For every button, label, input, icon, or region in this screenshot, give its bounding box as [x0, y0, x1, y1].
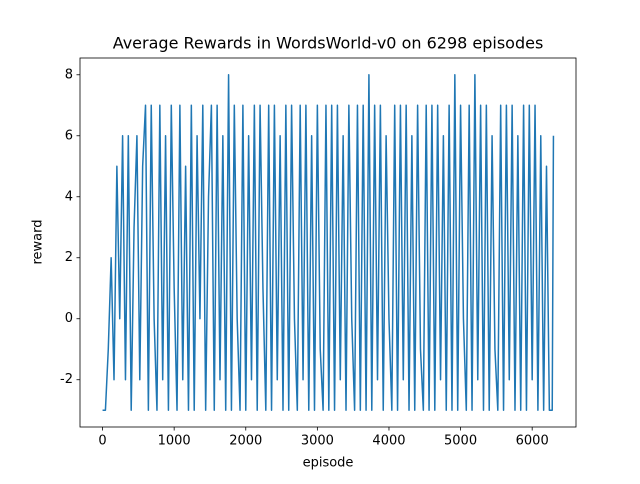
y-tick-label: 8: [65, 67, 73, 82]
y-tick-label: -2: [60, 372, 73, 387]
x-tick-label: 4000: [372, 434, 405, 449]
x-axis-label: episode: [303, 456, 354, 471]
x-tick-label: 2000: [229, 434, 262, 449]
x-tick-label: 0: [98, 434, 106, 449]
x-tick-label: 1000: [158, 434, 191, 449]
plot-frame: [79, 57, 577, 428]
chart-title: Average Rewards in WordsWorld-v0 on 6298…: [113, 34, 544, 53]
y-axis-label: reward: [31, 219, 46, 264]
data-line: [102, 74, 555, 411]
y-tick-label: 2: [65, 250, 73, 265]
y-tick-label: 0: [65, 311, 73, 326]
y-tick-label: 4: [65, 189, 73, 204]
x-tick-label: 6000: [516, 434, 549, 449]
x-tick-label: 5000: [444, 434, 477, 449]
y-tick-label: 6: [65, 128, 73, 143]
x-tick-label: 3000: [301, 434, 334, 449]
